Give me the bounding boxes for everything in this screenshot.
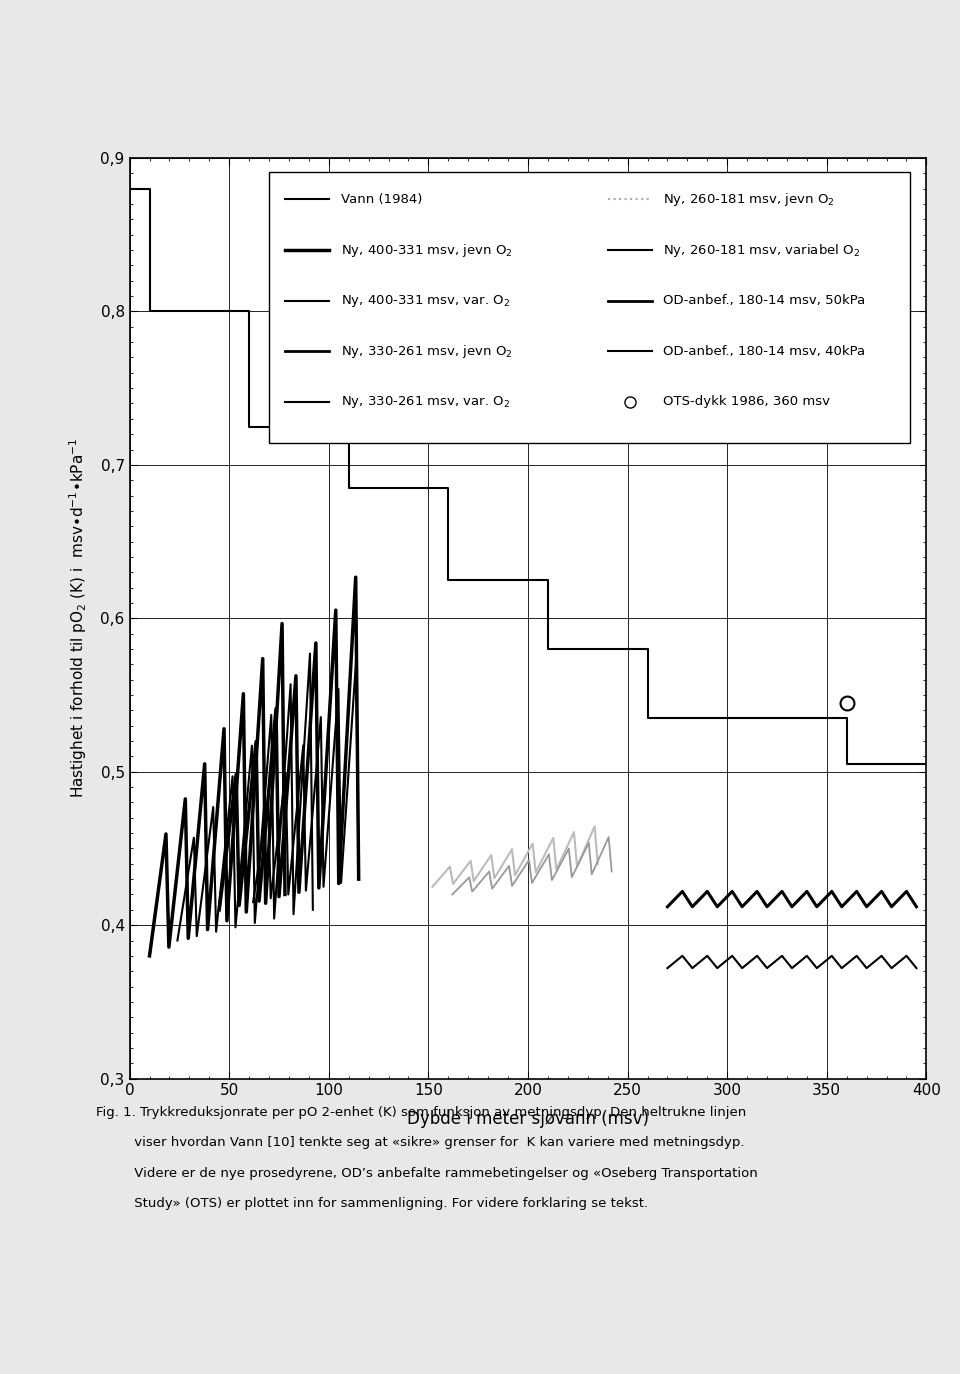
Text: OTS-dykk 1986, 360 msv: OTS-dykk 1986, 360 msv — [663, 396, 830, 408]
Text: Videre er de nye prosedyrene, OD’s anbefalte rammebetingelser og «Oseberg Transp: Videre er de nye prosedyrene, OD’s anbef… — [96, 1167, 757, 1179]
Y-axis label: Hastighet i forhold til pO$_2$ (K) i  msv•d$^{-1}$•kPa$^{-1}$: Hastighet i forhold til pO$_2$ (K) i msv… — [67, 438, 89, 798]
Text: Ny, 400-331 msv, var. O$_2$: Ny, 400-331 msv, var. O$_2$ — [341, 293, 510, 309]
Text: OD-anbef., 180-14 msv, 40kPa: OD-anbef., 180-14 msv, 40kPa — [663, 345, 866, 357]
Text: OD-anbef., 180-14 msv, 50kPa: OD-anbef., 180-14 msv, 50kPa — [663, 294, 866, 308]
Text: Ny, 260-181 msv, variabel O$_2$: Ny, 260-181 msv, variabel O$_2$ — [663, 242, 860, 258]
X-axis label: Dybde i meter sjøvann (msv): Dybde i meter sjøvann (msv) — [407, 1110, 649, 1128]
Text: Ny, 330-261 msv, var. O$_2$: Ny, 330-261 msv, var. O$_2$ — [341, 394, 510, 409]
Text: Ny, 400-331 msv, jevn O$_2$: Ny, 400-331 msv, jevn O$_2$ — [341, 242, 513, 258]
Text: Study» (OTS) er plottet inn for sammenligning. For videre forklaring se tekst.: Study» (OTS) er plottet inn for sammenli… — [96, 1197, 648, 1209]
Text: Vann (1984): Vann (1984) — [341, 192, 422, 206]
Bar — [269, 172, 910, 444]
Text: Fig. 1. Trykkreduksjonrate per pO 2-enhet (K) som funksjon av metningsdyp. Den h: Fig. 1. Trykkreduksjonrate per pO 2-enhe… — [96, 1106, 746, 1118]
Text: viser hvordan Vann [10] tenkte seg at «sikre» grenser for  K kan variere med met: viser hvordan Vann [10] tenkte seg at «s… — [96, 1136, 745, 1149]
Text: Ny, 330-261 msv, jevn O$_2$: Ny, 330-261 msv, jevn O$_2$ — [341, 344, 513, 360]
Text: Ny, 260-181 msv, jevn O$_2$: Ny, 260-181 msv, jevn O$_2$ — [663, 191, 835, 207]
